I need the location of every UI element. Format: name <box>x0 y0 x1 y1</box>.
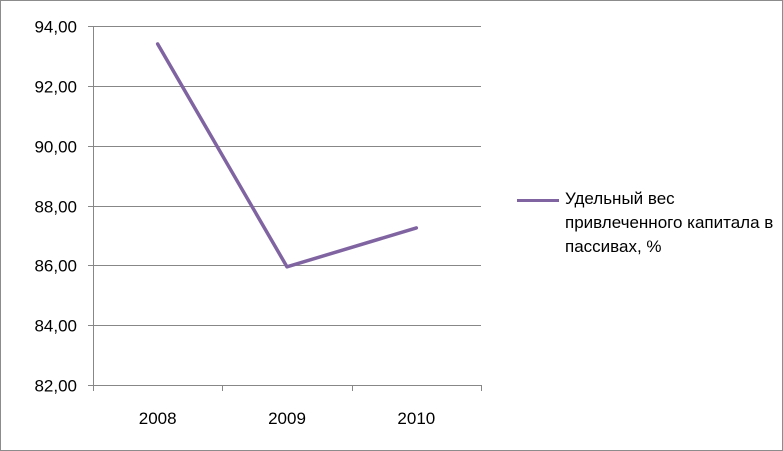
y-tick-labels: 82,00 84,00 86,00 88,00 90,00 92,00 94,00 <box>34 18 77 396</box>
gridlines <box>93 26 481 386</box>
y-tick-label: 88,00 <box>34 198 77 217</box>
y-tick-label: 84,00 <box>34 317 77 336</box>
x-tick-label: 2010 <box>397 409 435 428</box>
series-lines <box>155 42 419 269</box>
x-tick-labels: 2008 2009 2010 <box>139 409 435 428</box>
legend: Удельный вес привлеченного капитала в па… <box>517 187 782 259</box>
y-tick-label: 92,00 <box>34 78 77 97</box>
y-tick-label: 90,00 <box>34 138 77 157</box>
y-tick-label: 86,00 <box>34 257 77 276</box>
series-line <box>155 42 419 269</box>
y-tick-label: 82,00 <box>34 377 77 396</box>
legend-label: Удельный вес привлеченного капитала в па… <box>565 189 774 256</box>
x-tick-label: 2008 <box>139 409 177 428</box>
x-tick-label: 2009 <box>268 409 306 428</box>
y-tick-label: 94,00 <box>34 18 77 37</box>
legend-swatch <box>517 199 559 202</box>
axes <box>88 26 482 391</box>
